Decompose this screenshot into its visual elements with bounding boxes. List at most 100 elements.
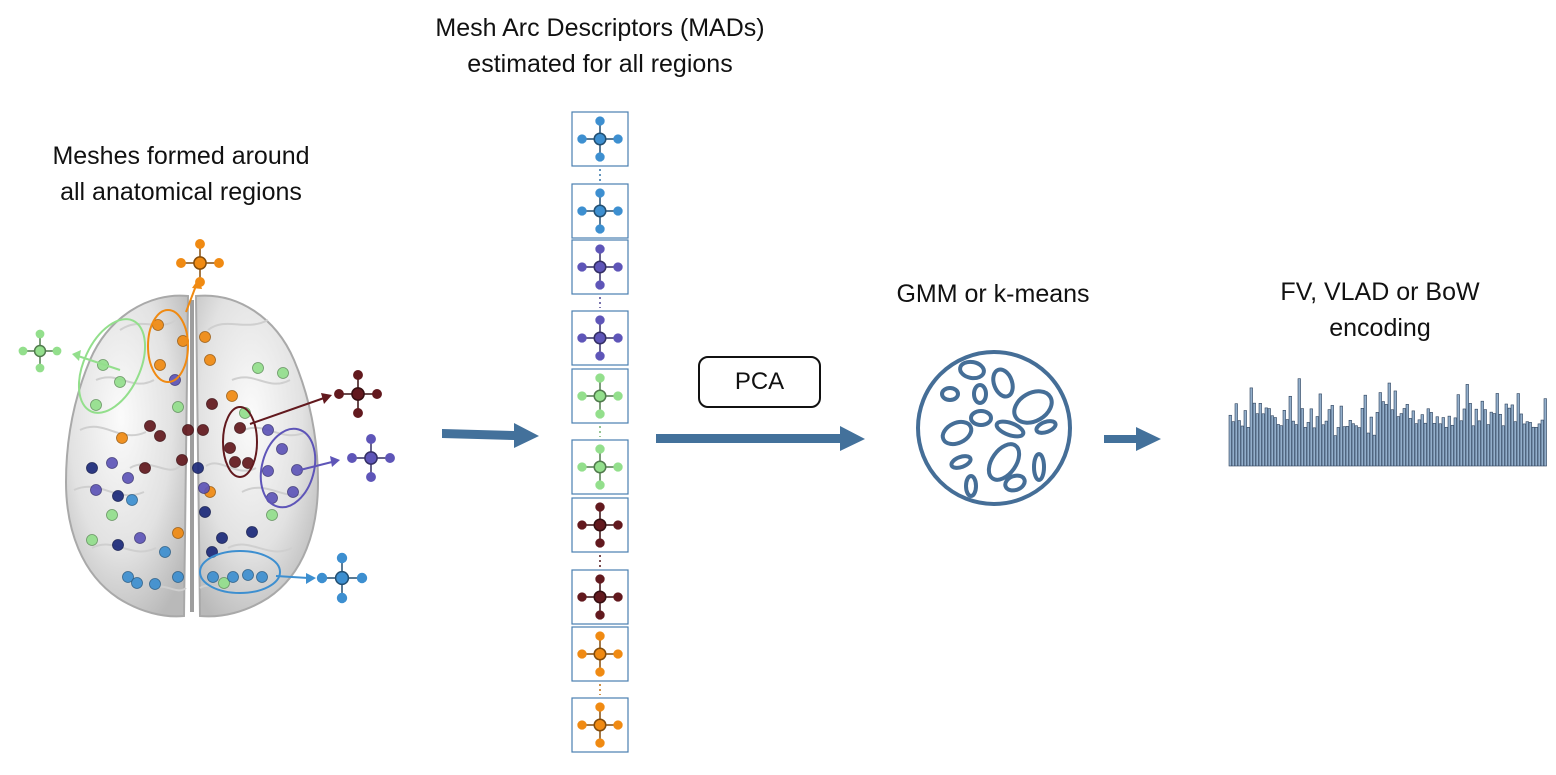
- histogram-bar: [1318, 393, 1322, 467]
- brain-node: [154, 359, 166, 371]
- histogram-bar: [1303, 427, 1307, 467]
- mad-neighbor-node: [595, 280, 605, 290]
- histogram-bar: [1348, 419, 1352, 467]
- cluster-ellipse: [940, 419, 974, 447]
- histogram-bar: [1330, 405, 1334, 467]
- mad-neighbor-node: [595, 702, 605, 712]
- cluster-ellipse: [1034, 419, 1058, 435]
- mad-center-node: [334, 570, 350, 586]
- brain-node: [206, 398, 218, 410]
- brain-node: [277, 367, 289, 379]
- mad-glyph-blue: [577, 116, 623, 162]
- mad-glyph-purple: [577, 244, 623, 290]
- histogram-bar: [1420, 414, 1424, 467]
- histogram-bar: [1498, 413, 1502, 467]
- region-arrow-blue: [275, 575, 309, 579]
- mad-neighbor-node: [595, 480, 605, 490]
- histogram-bar: [1351, 423, 1355, 467]
- histogram-bar: [1360, 408, 1364, 467]
- cluster-ellipse: [940, 386, 960, 402]
- brain-node: [199, 506, 211, 518]
- histogram-bar: [1258, 403, 1262, 467]
- brain-left-hemisphere: [64, 294, 190, 618]
- mad-neighbor-node: [595, 315, 605, 325]
- brain-node: [116, 432, 128, 444]
- mad-neighbor-node: [577, 720, 587, 730]
- encoding-histogram: [1228, 378, 1547, 467]
- histogram-bar: [1399, 413, 1403, 467]
- brain-node: [227, 571, 239, 583]
- histogram-bar: [1390, 409, 1394, 467]
- histogram-bar: [1312, 427, 1316, 467]
- mad-neighbor-node: [595, 444, 605, 454]
- histogram-bar: [1306, 422, 1310, 467]
- histogram-bar: [1321, 424, 1325, 467]
- brain-node: [262, 465, 274, 477]
- mad-center-node: [593, 260, 607, 274]
- histogram-bar: [1405, 404, 1409, 467]
- mad-glyph-maroon: [577, 502, 623, 548]
- mad-neighbor-node: [35, 329, 45, 339]
- mad-neighbor-node: [385, 453, 395, 463]
- histogram-bar: [1288, 395, 1292, 467]
- brain-node: [90, 399, 102, 411]
- histogram-bar: [1261, 413, 1265, 467]
- histogram-bar: [1468, 403, 1472, 467]
- mad-neighbor-node: [577, 592, 587, 602]
- mad-neighbor-node: [366, 434, 376, 444]
- histogram-bar: [1357, 427, 1361, 467]
- brain-node: [176, 454, 188, 466]
- brain-mad-maroon: [334, 370, 382, 418]
- meshes-caption-line2: all anatomical regions: [60, 178, 302, 206]
- mad-neighbor-node: [595, 409, 605, 419]
- mad-neighbor-node: [595, 373, 605, 383]
- mad-center-node: [593, 518, 607, 532]
- region-arrowhead-blue: [306, 573, 316, 584]
- brain-node: [139, 462, 151, 474]
- mad-neighbor-node: [52, 346, 62, 356]
- mad-center-node: [593, 132, 607, 146]
- brain-fold: [199, 584, 241, 593]
- brain-node: [86, 534, 98, 546]
- mad-glyph-orange: [577, 702, 623, 748]
- brain-node: [252, 362, 264, 374]
- histogram-bar: [1465, 384, 1469, 467]
- histogram-bar: [1243, 410, 1247, 467]
- histogram-bar: [1492, 413, 1496, 467]
- histogram-bar: [1333, 435, 1337, 467]
- histogram-bar: [1339, 405, 1343, 467]
- mad-neighbor-node: [347, 453, 357, 463]
- mad-neighbor-node: [316, 572, 328, 584]
- histogram-bar: [1510, 404, 1514, 467]
- mad-neighbor-node: [613, 333, 623, 343]
- histogram-bar: [1402, 408, 1406, 467]
- histogram-bar: [1453, 417, 1457, 467]
- histogram-bar: [1273, 417, 1277, 467]
- region-arrowhead-purple: [330, 456, 340, 467]
- mad-neighbor-node: [353, 408, 363, 418]
- mads-caption-line1: Mesh Arc Descriptors (MADs): [435, 14, 765, 42]
- mad-neighbor-node: [577, 649, 587, 659]
- mad-neighbor-node: [595, 116, 605, 126]
- mad-neighbor-node: [595, 244, 605, 254]
- brain-node: [246, 526, 258, 538]
- brain-node: [234, 422, 246, 434]
- histogram-bar: [1381, 401, 1385, 467]
- histogram-bar: [1408, 418, 1412, 467]
- mads-caption-line2: estimated for all regions: [467, 50, 733, 78]
- brain-mad-green: [18, 329, 62, 373]
- encoding-caption-line1: FV, VLAD or BoW: [1280, 278, 1480, 306]
- histogram-bar: [1393, 390, 1397, 467]
- gmm-caption: GMM or k-means: [860, 276, 1126, 312]
- mad-center-node: [593, 647, 607, 661]
- brain-node: [114, 376, 126, 388]
- histogram-bar: [1456, 394, 1460, 467]
- histogram-bar: [1528, 422, 1532, 467]
- brain-node: [90, 484, 102, 496]
- histogram-bar: [1504, 403, 1508, 467]
- gmm-caption-line1: GMM or k-means: [896, 280, 1090, 308]
- histogram-bar: [1285, 419, 1289, 467]
- brain-node: [224, 442, 236, 454]
- histogram-bar: [1297, 378, 1301, 467]
- mad-neighbor-node: [372, 389, 382, 399]
